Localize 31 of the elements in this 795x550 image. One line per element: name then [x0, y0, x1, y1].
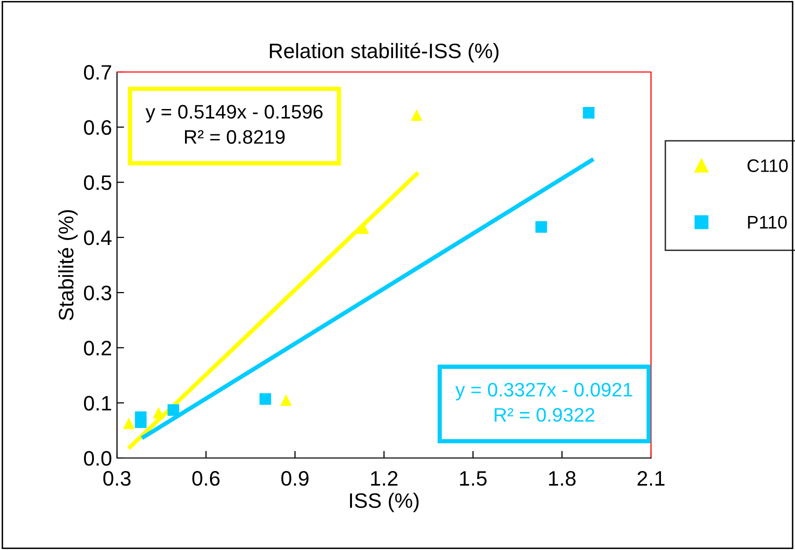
point: [152, 406, 164, 419]
point: [582, 106, 595, 119]
y-tick-label: 0.1: [84, 396, 112, 411]
point: [123, 417, 135, 430]
point: [260, 393, 272, 405]
x-tick-label: 0.3: [103, 471, 131, 486]
y-tick-label: 0.0: [84, 451, 112, 466]
x-tick-label: 1.8: [549, 471, 576, 486]
y-tick-label: 0.3: [84, 286, 112, 300]
legend-label: P110: [748, 216, 787, 229]
x-tick-label: 0.9: [281, 471, 308, 486]
point: [535, 221, 548, 233]
legend-label: C110: [748, 159, 788, 172]
x-axis-title: ISS (%): [350, 492, 419, 512]
x-tick-label: 1.2: [371, 471, 398, 486]
annotation: y = 0.5149x - 0.1596 R² = 0.8219: [146, 104, 323, 144]
x-tick-label: 2.1: [638, 471, 664, 486]
point: [280, 394, 292, 406]
x-tick-label: 0.6: [192, 471, 220, 486]
annotation: y = 0.3327x - 0.0921 R² = 0.9322: [455, 382, 632, 422]
chart-title: Relation stabilité-ISS (%): [270, 42, 498, 62]
point: [134, 416, 147, 428]
point: [410, 109, 422, 121]
y-tick-label: 0.7: [84, 65, 112, 80]
y-tick-label: 0.4: [84, 230, 112, 246]
y-tick-label: 0.2: [84, 340, 112, 356]
y-axis-title: Stabilité (%): [58, 210, 78, 320]
point: [168, 404, 180, 416]
y-tick-label: 0.6: [84, 120, 112, 135]
y-tick-label: 0.5: [84, 175, 112, 190]
x-tick-label: 1.5: [460, 471, 487, 486]
